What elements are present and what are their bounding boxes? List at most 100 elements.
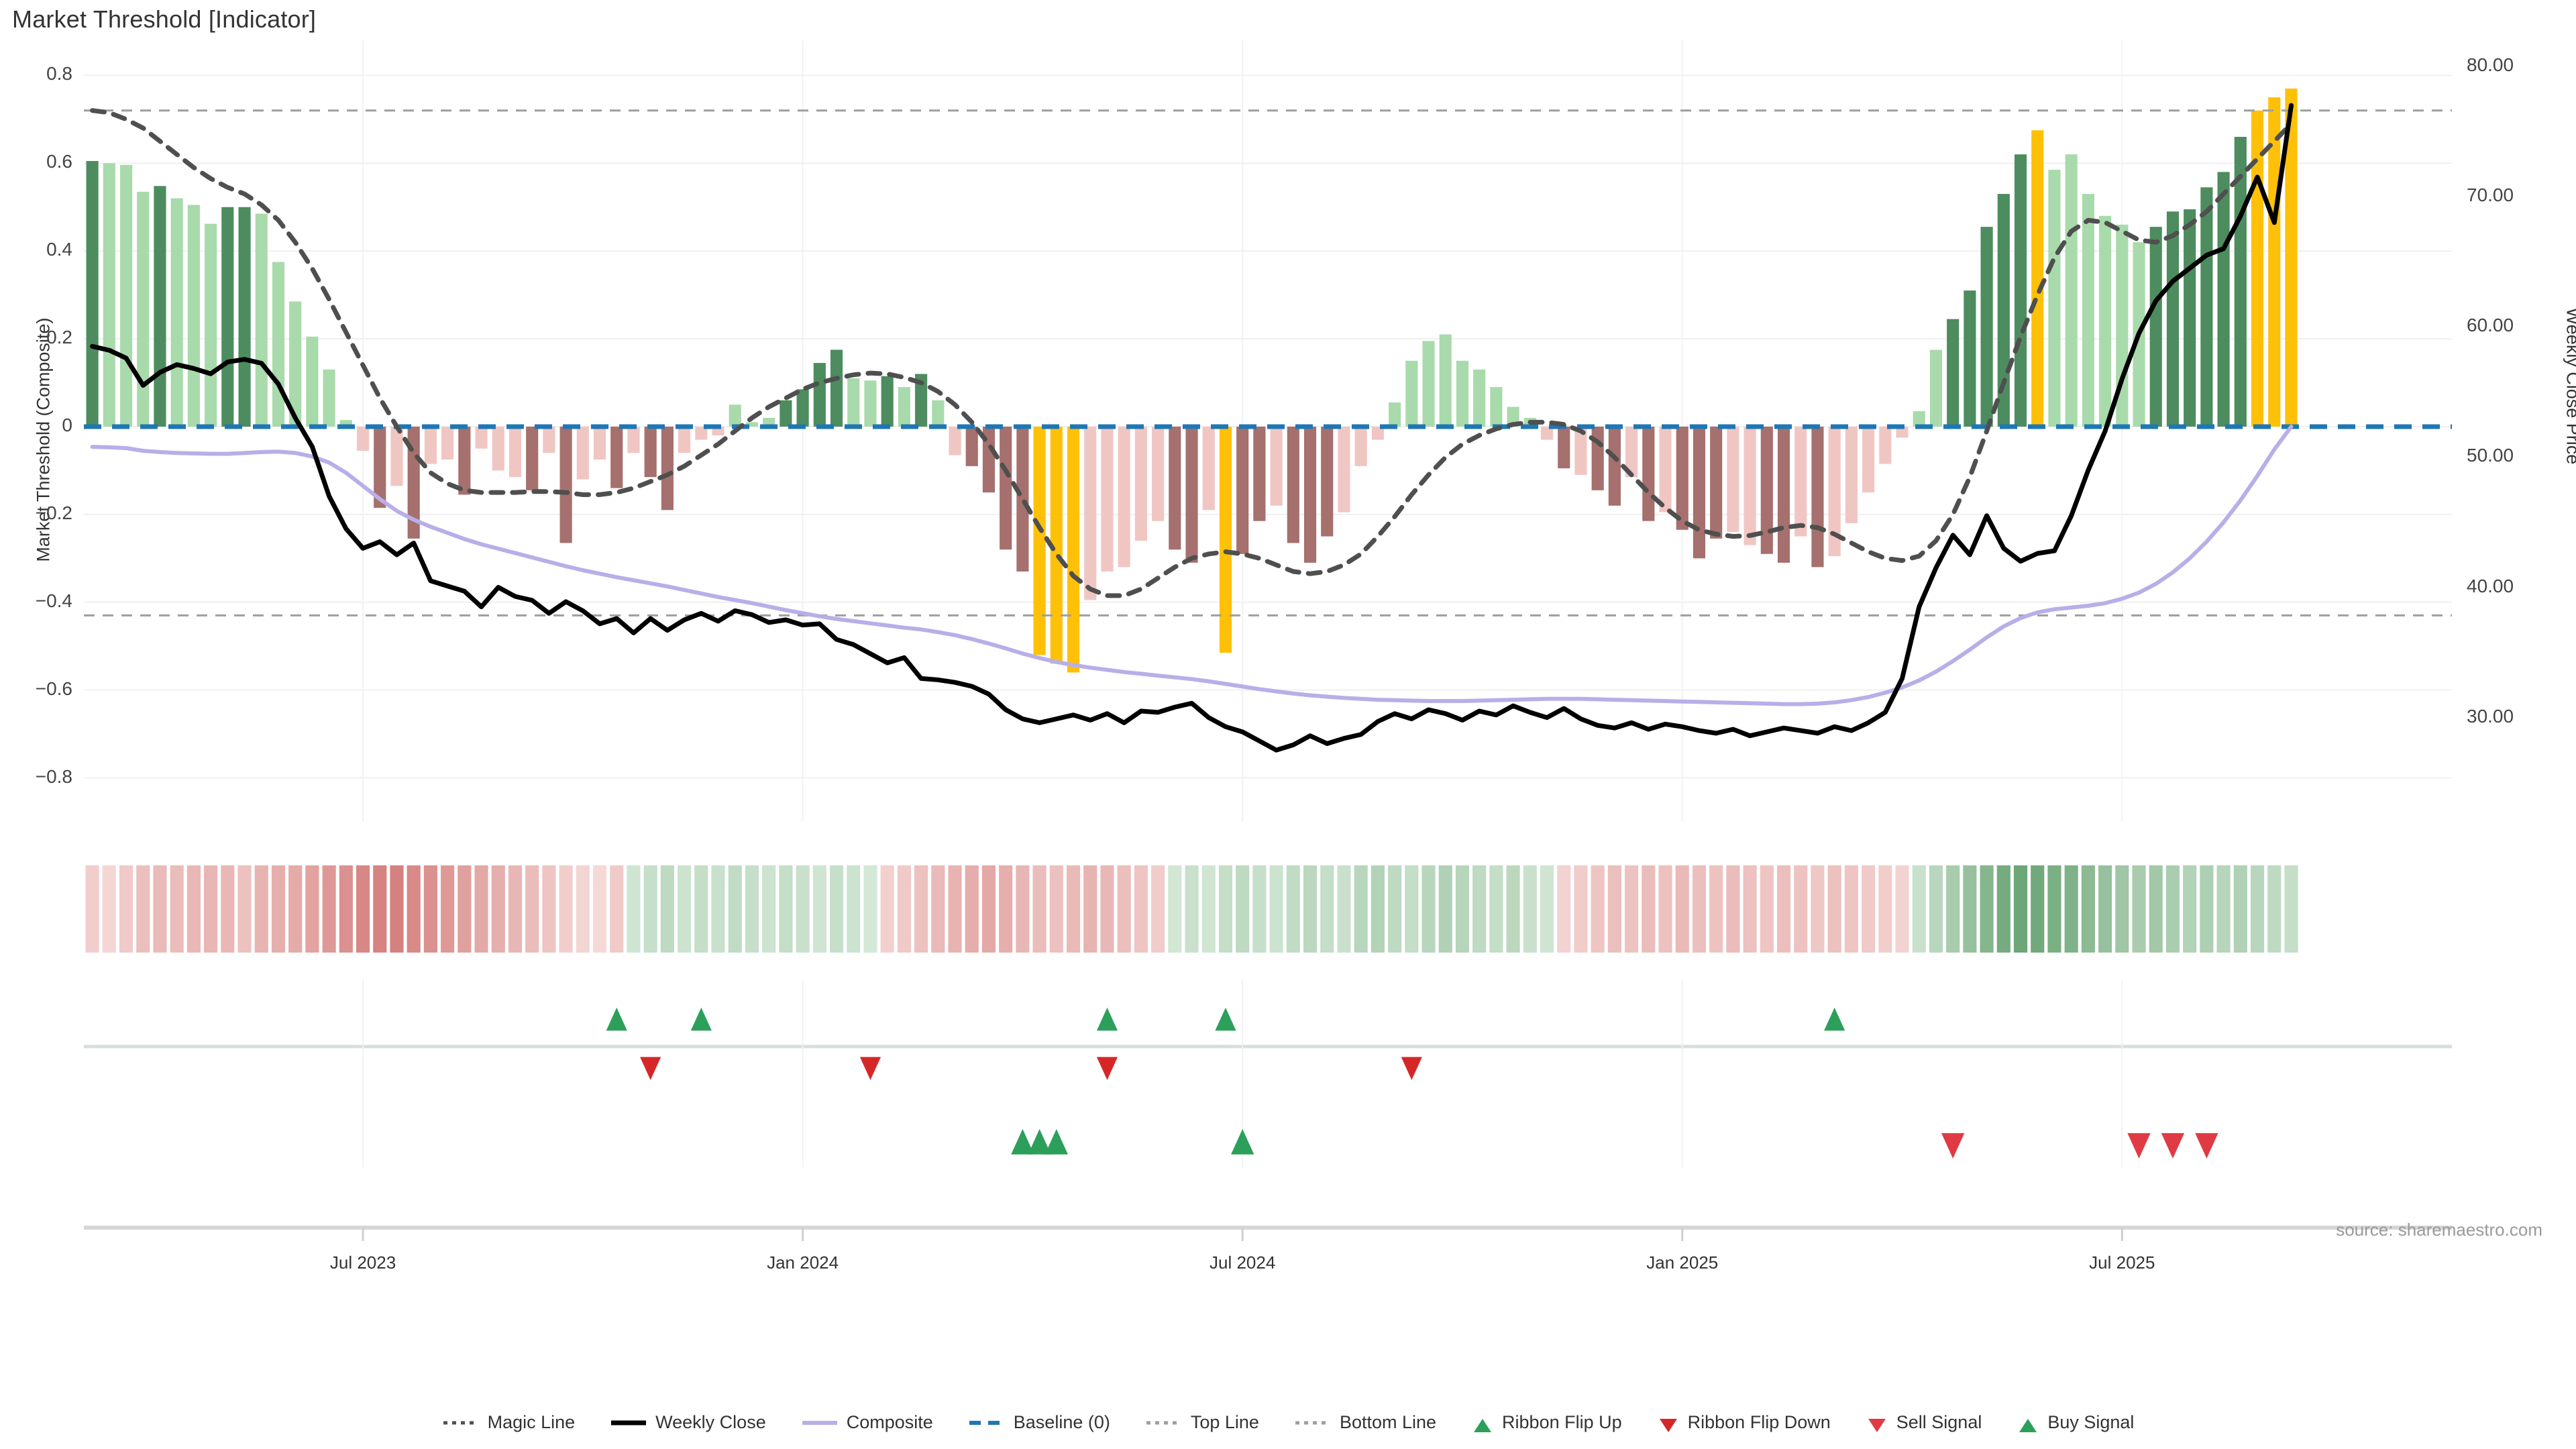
composite-bar bbox=[1219, 426, 1232, 653]
composite-bar bbox=[610, 426, 623, 488]
ribbon-cell bbox=[288, 865, 303, 953]
composite-bar bbox=[1067, 426, 1080, 673]
composite-bar bbox=[1389, 402, 1401, 427]
ribbon-cell bbox=[1286, 865, 1300, 953]
ribbon-cell bbox=[829, 865, 844, 953]
legend-label: Ribbon Flip Down bbox=[1687, 1412, 1831, 1432]
ribbon-cell bbox=[373, 865, 387, 953]
ribbon-cell bbox=[1066, 865, 1081, 953]
composite-bar bbox=[86, 160, 99, 427]
composite-bar bbox=[1033, 426, 1046, 655]
composite-bar bbox=[898, 387, 910, 427]
composite-bar bbox=[1354, 426, 1367, 466]
composite-bar bbox=[1574, 426, 1587, 475]
ribbon-cell bbox=[678, 865, 692, 953]
ribbon-cell bbox=[1117, 865, 1131, 953]
composite-bar bbox=[289, 301, 302, 427]
composite-bar bbox=[1253, 426, 1266, 521]
legend-line-icon bbox=[610, 1417, 647, 1429]
legend-item[interactable]: Bottom Line bbox=[1294, 1412, 1436, 1433]
composite-bar bbox=[1591, 426, 1604, 490]
composite-bar bbox=[2268, 97, 2281, 427]
ribbon-cell bbox=[1151, 865, 1165, 953]
ribbon-cell bbox=[1726, 865, 1740, 953]
composite-bar bbox=[424, 426, 437, 464]
ribbon-cell bbox=[643, 865, 657, 953]
ribbon-cell bbox=[1574, 865, 1588, 953]
ribbon-cell bbox=[1083, 865, 1097, 953]
composite-bar bbox=[1980, 227, 1993, 427]
composite-bar bbox=[1676, 426, 1688, 530]
legend-item[interactable]: Ribbon Flip Up bbox=[1471, 1412, 1622, 1433]
legend-item[interactable]: Sell Signal bbox=[1866, 1412, 1982, 1433]
ribbon-cell bbox=[1929, 865, 1943, 953]
ribbon-cell bbox=[694, 865, 708, 953]
composite-bar bbox=[1727, 426, 1739, 533]
ribbon-cell bbox=[119, 865, 133, 953]
ribbon-cell bbox=[491, 865, 505, 953]
ribbon-cell bbox=[1100, 865, 1114, 953]
legend-item[interactable]: Magic Line bbox=[442, 1412, 575, 1433]
ribbon-flip-down-marker bbox=[1401, 1057, 1422, 1080]
ribbon-cell bbox=[914, 865, 928, 953]
ribbon-cell bbox=[390, 865, 404, 953]
legend-line-icon bbox=[801, 1417, 839, 1429]
y-tick-left: 0.6 bbox=[46, 151, 72, 172]
composite-bar bbox=[2285, 88, 2298, 427]
ribbon-cell bbox=[1016, 865, 1030, 953]
ribbon-flip-up-marker bbox=[1215, 1008, 1236, 1031]
ribbon-cell bbox=[1201, 865, 1216, 953]
composite-bar bbox=[1642, 426, 1655, 521]
ribbon-cell bbox=[423, 865, 437, 953]
ribbon-cell bbox=[1134, 865, 1148, 953]
legend-item[interactable]: Ribbon Flip Down bbox=[1657, 1412, 1831, 1433]
composite-bar bbox=[137, 191, 150, 427]
composite-bar bbox=[508, 426, 522, 478]
ribbon-cell bbox=[1421, 865, 1436, 953]
legend-item[interactable]: Weekly Close bbox=[610, 1412, 766, 1433]
composite-bar bbox=[982, 426, 996, 493]
ribbon-cell bbox=[812, 865, 826, 953]
ribbon-cell bbox=[1862, 865, 1876, 953]
ribbon-cell bbox=[102, 865, 116, 953]
ribbon-cell bbox=[1776, 865, 1791, 953]
ribbon-cell bbox=[1946, 865, 1960, 953]
composite-bar bbox=[1743, 426, 1756, 545]
composite-bar bbox=[374, 426, 386, 508]
main-plot-area bbox=[84, 40, 2452, 822]
composite-bar bbox=[695, 426, 708, 440]
ribbon-cell bbox=[1980, 865, 1994, 953]
legend-item[interactable]: Baseline (0) bbox=[968, 1412, 1110, 1433]
composite-bar bbox=[559, 426, 572, 543]
ribbon-cell bbox=[1236, 865, 1250, 953]
composite-bar bbox=[1473, 369, 1486, 427]
composite-bar bbox=[1084, 426, 1097, 600]
ribbon-cell bbox=[1303, 865, 1318, 953]
legend-item[interactable]: Top Line bbox=[1145, 1412, 1259, 1433]
ribbon-cell bbox=[1489, 865, 1503, 953]
ribbon-cell bbox=[221, 865, 235, 953]
ribbon-cell bbox=[1320, 865, 1334, 953]
y-tick-left: −0.2 bbox=[35, 502, 72, 523]
legend-label: Buy Signal bbox=[2047, 1412, 2135, 1432]
x-tick-label: Jul 2024 bbox=[1210, 1252, 1276, 1273]
ribbon-cell bbox=[779, 865, 793, 953]
y-tick-left: 0 bbox=[62, 414, 72, 435]
ribbon-cell bbox=[1269, 865, 1283, 953]
source-caption: source: sharemaestro.com bbox=[2336, 1220, 2542, 1240]
ribbon-cell bbox=[2267, 865, 2282, 953]
ribbon-cell bbox=[1032, 865, 1046, 953]
composite-bar bbox=[390, 426, 403, 486]
ribbon-cell bbox=[1692, 865, 1707, 953]
legend-item[interactable]: Composite bbox=[801, 1412, 933, 1433]
ribbon-cell bbox=[1607, 865, 1621, 953]
legend-item[interactable]: Buy Signal bbox=[2017, 1412, 2134, 1433]
composite-bar bbox=[796, 389, 809, 427]
ribbon-cell bbox=[1438, 865, 1452, 953]
ribbon-cell bbox=[1472, 865, 1487, 953]
ribbon-cell bbox=[441, 865, 455, 953]
composite-bar bbox=[1000, 426, 1012, 550]
composite-bar bbox=[1456, 360, 1469, 427]
composite-bar bbox=[2082, 194, 2094, 427]
ribbon-cell bbox=[322, 865, 336, 953]
